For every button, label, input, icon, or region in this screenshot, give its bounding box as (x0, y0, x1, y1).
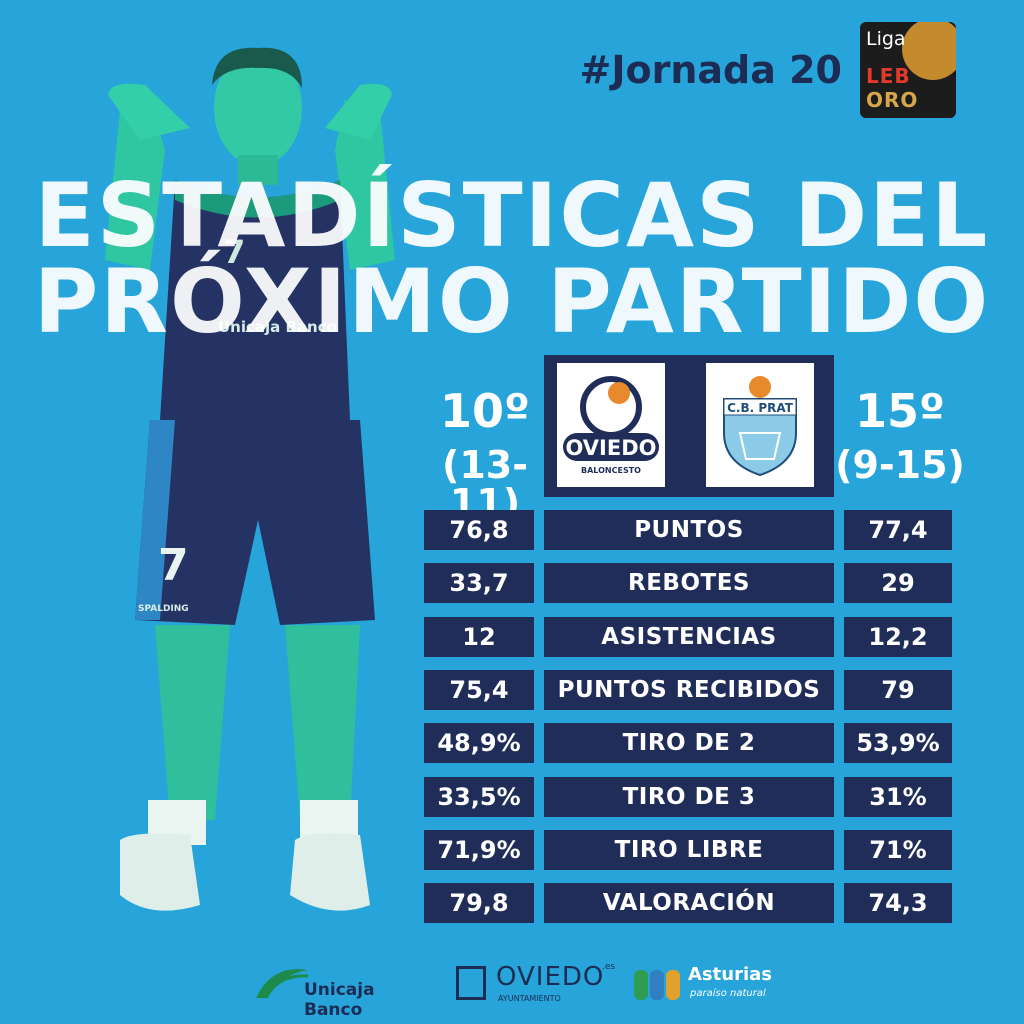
stat-home-value: 71,9% (424, 829, 534, 870)
stat-home-value: 75,4 (424, 669, 534, 710)
stat-row: 71,9% TIRO LIBRE 71% (0, 829, 1024, 870)
stat-away-value: 79 (844, 669, 952, 710)
main-title-line1: ESTADÍSTICAS DEL (34, 164, 990, 267)
oviedo-crest-icon (456, 966, 486, 1000)
home-team-rank: 10º (13-11) (420, 388, 550, 522)
shorts-brand: SPALDING (138, 604, 189, 614)
asturias-icon (634, 970, 680, 1000)
oviedo-baloncesto-logo: OVIEDO BALONCESTO (557, 363, 665, 487)
oviedo-ayuntamiento-logo: OVIEDO .es AYUNTAMIENTO (456, 962, 616, 1006)
unicaja-text: Unicaja Banco (304, 980, 375, 1020)
away-position: 15º (855, 384, 945, 438)
stat-home-value: 33,7 (424, 563, 534, 604)
prat-logo-name: C.B. PRAT (727, 401, 794, 415)
stat-row: 79,8 VALORACIÓN 74,3 (0, 883, 1024, 924)
stat-label: TIRO DE 2 (544, 723, 834, 764)
stat-label: TIRO LIBRE (544, 829, 834, 870)
stat-home-value: 12 (424, 616, 534, 657)
stat-label: PUNTOS RECIBIDOS (544, 669, 834, 710)
stat-away-value: 29 (844, 563, 952, 604)
shorts-number: 7 (158, 540, 189, 591)
oviedo-sub: AYUNTAMIENTO (498, 994, 561, 1003)
stat-away-value: 77,4 (844, 510, 952, 550)
stat-away-value: 31% (844, 776, 952, 817)
liga-logo-text-oro: ORO (866, 88, 919, 112)
basketball-icon (902, 22, 956, 80)
oviedo-logo-name: OVIEDO (566, 436, 657, 460)
asturias-text: Asturias (688, 964, 772, 985)
liga-logo-text-liga: Liga (866, 28, 906, 50)
stat-home-value: 48,9% (424, 723, 534, 764)
oviedo-logo-sub: BALONCESTO (581, 466, 641, 475)
stat-away-value: 53,9% (844, 723, 952, 764)
home-position: 10º (440, 384, 530, 438)
stat-row: 48,9% TIRO DE 2 53,9% (0, 723, 1024, 764)
asturias-paraiso-natural-logo: Asturias paraíso natural (632, 962, 772, 1006)
liga-logo-text-leb: LEB (866, 64, 911, 88)
away-record: (9-15) (835, 443, 965, 487)
stat-label: ASISTENCIAS (544, 616, 834, 657)
main-title-line2: PRÓXIMO PARTIDO (33, 250, 991, 353)
liga-leb-oro-logo: Liga LEB ORO (860, 22, 956, 118)
oviedo-tld: .es (602, 962, 616, 972)
away-team-rank: 15º (9-15) (835, 388, 965, 484)
stat-label: TIRO DE 3 (544, 776, 834, 817)
stat-home-value: 33,5% (424, 776, 534, 817)
asturias-sub: paraíso natural (690, 988, 766, 999)
player-photo (105, 47, 395, 911)
stat-label: REBOTES (544, 563, 834, 604)
jersey-number: 7 (223, 233, 246, 271)
stat-label: PUNTOS (544, 510, 834, 550)
stat-label: VALORACIÓN (544, 883, 834, 924)
stat-home-value: 76,8 (424, 510, 534, 550)
stat-away-value: 74,3 (844, 883, 952, 924)
stat-row: 75,4 PUNTOS RECIBIDOS 79 (0, 669, 1024, 710)
stat-row: 33,7 REBOTES 29 (0, 563, 1024, 604)
stat-row: 33,5% TIRO DE 3 31% (0, 776, 1024, 817)
stat-row: 76,8 PUNTOS 77,4 (0, 510, 1024, 550)
unicaja-banco-logo: Unicaja Banco (252, 962, 422, 1020)
stat-away-value: 12,2 (844, 616, 952, 657)
team-logos-panel: OVIEDO BALONCESTO C.B. PRAT (544, 355, 834, 497)
jornada-title: #Jornada 20 (579, 48, 842, 92)
jersey-sponsor: Unicaja Banco (218, 318, 337, 336)
stat-away-value: 71% (844, 829, 952, 870)
stat-home-value: 79,8 (424, 883, 534, 924)
stat-row: 12 ASISTENCIAS 12,2 (0, 616, 1024, 657)
oviedo-text: OVIEDO (496, 962, 605, 992)
cb-prat-logo: C.B. PRAT (706, 363, 814, 487)
